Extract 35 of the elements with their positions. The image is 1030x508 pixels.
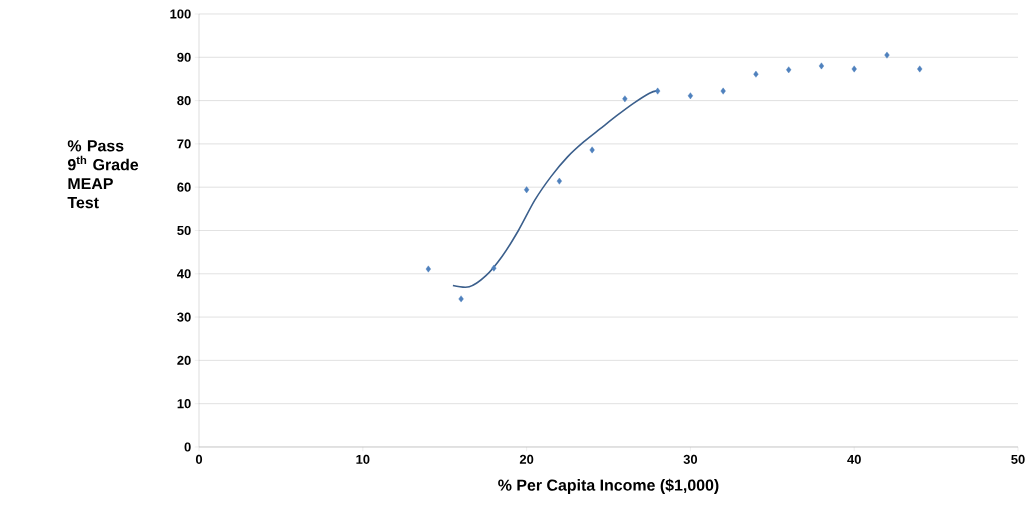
x-tick-label: 20 [519,454,534,464]
point [917,65,923,73]
y-tick-label: 70 [177,139,191,149]
point [687,92,693,100]
x-tick-label: 30 [683,454,698,464]
point [556,177,562,185]
point [622,95,628,103]
y-tick-label: 10 [177,399,191,409]
y-tick-label: 100 [170,9,191,19]
y-tick-label: 30 [177,312,191,322]
y-tick-label: 60 [177,182,191,192]
x-axis-title: % Per Capita Income ($1,000) [498,478,719,494]
point [425,265,431,273]
point [884,51,890,59]
point [786,66,792,74]
point [818,62,825,70]
y-tick-label: 90 [177,52,191,62]
point [458,295,464,303]
point [720,87,726,95]
point [589,146,595,154]
point [524,186,530,194]
y-tick-label: 50 [177,225,191,236]
y-tick-label: 20 [177,355,191,365]
y-axis-title: % Pass 9$^{th}$ Grade MEAP Test [67,140,139,209]
point [851,65,857,73]
x-tick-label: 0 [195,454,203,464]
point [753,70,759,78]
y-tick-label: 0 [184,442,191,452]
point [655,87,661,95]
x-tick-label: 50 [1011,454,1025,464]
x-tick-label: 40 [847,454,861,464]
point [491,264,497,272]
y-tick-label: 40 [177,269,191,279]
x-tick-label: 10 [356,454,370,464]
y-tick-label: 80 [177,96,191,106]
